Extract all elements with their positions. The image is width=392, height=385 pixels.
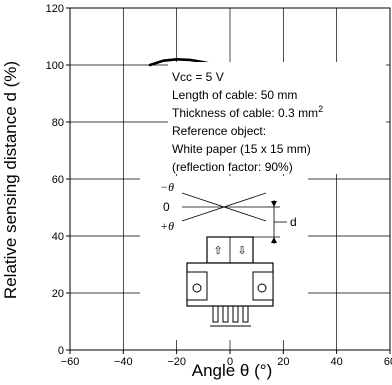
x-tick-label: −20: [167, 356, 186, 368]
label-plus-theta: +θ: [160, 219, 174, 233]
sensor-diagram: −θ 0 +θ d ⇧ ⇩: [140, 176, 308, 340]
note-reference-object: Reference object:: [172, 124, 266, 138]
note-cable-length: Length of cable: 50 mm: [172, 88, 297, 102]
mount-hole-left: [192, 283, 202, 293]
note-cable-thickness-text: Thickness of cable: 0.3 mm: [172, 106, 318, 120]
sensor-pin-3: [232, 306, 239, 323]
label-zero: 0: [163, 200, 170, 214]
sensor-pin-1: [212, 306, 219, 323]
distance-arrow-down: [271, 201, 277, 207]
receiver-arrow-icon: ⇩: [237, 244, 246, 257]
x-tick-label: −40: [114, 356, 133, 368]
y-axis-title: Relative sensing distance d (%): [1, 61, 20, 299]
x-axis-title: Angle θ (°): [192, 361, 273, 380]
note-superscript: 2: [318, 104, 323, 114]
x-tick-label: 0: [227, 356, 233, 368]
y-tick-label: 20: [52, 288, 64, 300]
label-minus-theta: −θ: [160, 180, 174, 194]
y-tick-label: 100: [46, 60, 64, 72]
y-tick-label: 0: [58, 345, 64, 357]
note-white-paper: White paper (15 x 15 mm): [172, 142, 311, 156]
x-tick-label: 60: [384, 356, 392, 368]
y-tick-label: 80: [52, 117, 64, 129]
label-distance: d: [290, 215, 297, 229]
y-tick-label: 120: [46, 3, 64, 15]
mount-hole-right: [257, 283, 267, 293]
emitter-arrow-icon: ⇧: [213, 244, 222, 257]
sensor-pin-4: [242, 306, 249, 323]
x-tick-label: 20: [277, 356, 289, 368]
sensor-pin-2: [222, 306, 229, 323]
x-tick-label: −60: [61, 356, 80, 368]
notes-background: [168, 62, 386, 174]
note-reflection-factor: (reflection factor: 90%): [172, 160, 293, 174]
ticks: −60−40−200204060020406080100120: [46, 3, 392, 368]
distance-arrow-up: [271, 237, 277, 243]
y-tick-label: 40: [52, 231, 64, 243]
x-tick-label: 40: [331, 356, 343, 368]
note-vcc: Vcc = 5 V: [172, 70, 224, 84]
y-tick-label: 60: [52, 174, 64, 186]
note-cable-thickness: Thickness of cable: 0.3 mm2: [172, 104, 323, 120]
